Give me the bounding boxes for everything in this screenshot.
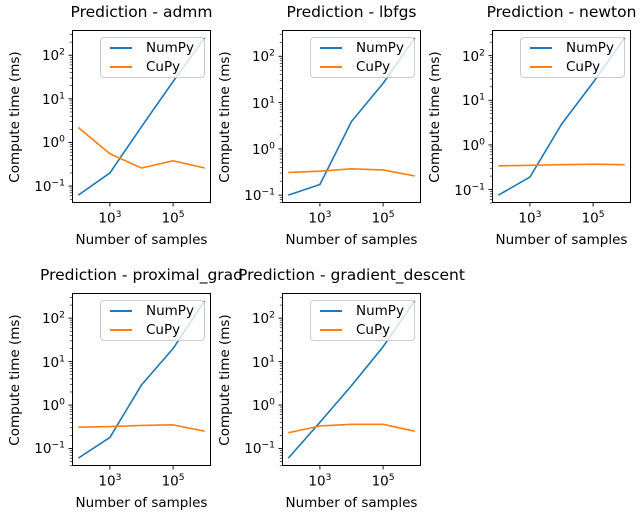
legend-entry-numpy: NumPy	[320, 301, 414, 321]
x-tick-label: 103	[308, 209, 332, 227]
x-tick-label: 103	[98, 209, 122, 227]
legend-label-numpy: NumPy	[146, 39, 194, 56]
legend: NumPy CuPy	[100, 37, 205, 78]
x-axis-label: Number of samples	[285, 232, 418, 248]
axes-frame	[72, 30, 211, 203]
y-tick-label: 100	[461, 136, 485, 154]
legend: NumPy CuPy	[310, 300, 415, 341]
legend-entry-cupy: CuPy	[110, 58, 204, 78]
y-tick-label: 102	[251, 47, 275, 66]
y-tick-label: 102	[41, 309, 65, 327]
x-tick-label: 105	[161, 472, 185, 490]
legend: NumPy CuPy	[310, 37, 415, 78]
cupy-line-swatch	[320, 66, 342, 69]
numpy-line-swatch	[110, 46, 132, 49]
axes-frame	[492, 30, 631, 203]
subplot-title: Prediction - newton	[486, 3, 637, 21]
y-tick-label: 100	[41, 396, 65, 414]
subplot-title: Prediction - admm	[70, 3, 213, 21]
y-axis-label: Compute time (ms)	[7, 50, 23, 183]
series-line-cupy	[498, 163, 625, 167]
y-tick-label: 100	[251, 140, 275, 158]
series-line-cupy	[288, 423, 415, 434]
axes-frame	[282, 30, 421, 203]
x-tick-label: 103	[308, 472, 332, 490]
y-axis-label: Compute time (ms)	[217, 50, 233, 183]
legend-entry-cupy: CuPy	[110, 321, 204, 341]
legend: NumPy CuPy	[100, 300, 205, 341]
x-tick-label: 105	[581, 209, 605, 227]
legend-entry-cupy: CuPy	[530, 58, 624, 78]
legend-entry-numpy: NumPy	[320, 38, 414, 58]
cupy-line-swatch	[110, 66, 132, 69]
legend: NumPy CuPy	[520, 37, 625, 78]
y-tick-label: 101	[41, 90, 65, 108]
x-axis-label: Number of samples	[75, 495, 208, 511]
x-tick-label: 103	[98, 472, 122, 490]
axes-frame	[72, 293, 211, 466]
y-axis-label: Compute time (ms)	[217, 313, 233, 446]
legend-label-cupy: CuPy	[566, 59, 601, 76]
y-tick-label: 10−1	[34, 177, 65, 195]
subplot-title: Prediction - gradient_descent	[238, 266, 465, 284]
cupy-line-swatch	[110, 329, 132, 332]
subplot-lbfgs: Prediction - lbfgs Compute time (ms) Num…	[217, 3, 421, 248]
numpy-line-swatch	[530, 46, 552, 49]
y-tick-label: 101	[41, 352, 65, 371]
cupy-line-swatch	[320, 329, 342, 332]
y-axis-label: Compute time (ms)	[7, 313, 23, 446]
legend-label-cupy: CuPy	[146, 322, 181, 339]
legend-label-numpy: NumPy	[146, 302, 194, 319]
numpy-line-swatch	[110, 309, 132, 312]
legend-entry-numpy: NumPy	[110, 301, 204, 321]
cupy-line-swatch	[530, 66, 552, 69]
legend-entry-numpy: NumPy	[110, 38, 204, 58]
y-tick-label: 10−1	[34, 439, 65, 458]
series-line-cupy	[288, 168, 415, 177]
y-tick-label: 10−1	[244, 439, 275, 458]
x-axis-label: Number of samples	[495, 232, 628, 248]
legend-label-numpy: NumPy	[566, 39, 614, 56]
axes-frame	[282, 293, 421, 466]
subplot-title: Prediction - lbfgs	[286, 3, 417, 21]
x-axis-label: Number of samples	[75, 232, 208, 248]
legend-label-numpy: NumPy	[356, 39, 404, 56]
series-line-cupy	[77, 126, 205, 169]
numpy-line-swatch	[320, 46, 342, 49]
legend-label-cupy: CuPy	[356, 322, 391, 339]
y-tick-label: 102	[461, 46, 485, 65]
y-tick-label: 10−1	[454, 180, 485, 199]
x-tick-label: 105	[371, 209, 395, 227]
legend-entry-cupy: CuPy	[320, 58, 414, 78]
legend-label-cupy: CuPy	[356, 59, 391, 76]
numpy-line-swatch	[320, 309, 342, 312]
subplot-title: Prediction - proximal_grad	[39, 266, 244, 284]
subplot-proximal-grad: Prediction - proximal_grad Compute time …	[7, 266, 243, 511]
x-axis-label: Number of samples	[285, 495, 418, 511]
subplot-newton: Prediction - newton Compute time (ms) Nu…	[427, 3, 636, 248]
subplot-admm: Prediction - admm Compute time (ms) Numb…	[7, 3, 212, 248]
y-tick-label: 102	[41, 46, 65, 64]
y-tick-label: 101	[251, 93, 275, 112]
y-axis-label: Compute time (ms)	[427, 50, 443, 183]
series-line-cupy	[78, 424, 205, 432]
x-tick-label: 105	[371, 472, 395, 490]
subplot-gradient-descent: Prediction - gradient_descent Compute ti…	[217, 266, 465, 511]
y-tick-label: 100	[251, 396, 275, 414]
y-tick-label: 101	[251, 352, 275, 371]
y-tick-label: 100	[41, 133, 65, 152]
x-tick-label: 103	[518, 209, 542, 227]
y-tick-label: 102	[251, 309, 275, 327]
x-tick-label: 105	[161, 209, 185, 227]
legend-entry-cupy: CuPy	[320, 321, 414, 341]
legend-label-cupy: CuPy	[146, 59, 181, 76]
y-tick-label: 101	[461, 91, 485, 110]
y-tick-label: 10−1	[244, 186, 275, 204]
legend-entry-numpy: NumPy	[530, 38, 624, 58]
legend-label-numpy: NumPy	[356, 302, 404, 319]
